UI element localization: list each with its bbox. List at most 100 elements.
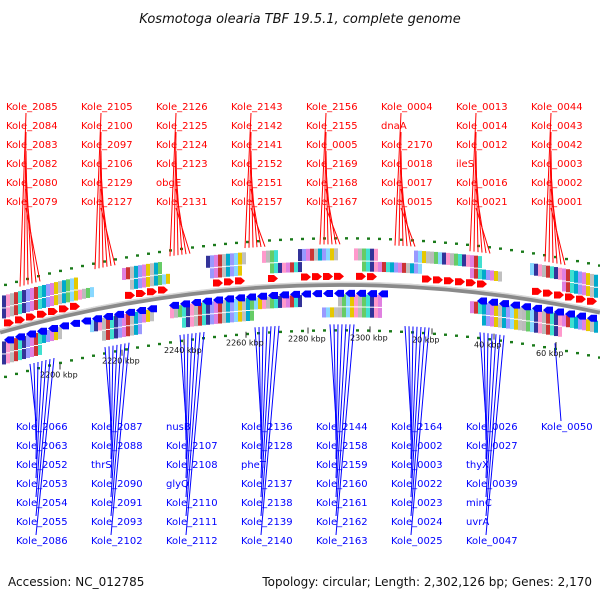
gene-label: Kole_2066	[16, 422, 68, 433]
gene-label: Kole_2162	[316, 517, 368, 528]
gene-label: Kole_2131	[156, 197, 208, 208]
gene-label: Kole_0005	[306, 140, 358, 151]
gene-label: Kole_0003	[531, 159, 583, 170]
gene-label: Kole_2163	[316, 536, 368, 547]
gene-label: Kole_2087	[91, 422, 143, 433]
gene-label: nusB	[166, 422, 191, 433]
gene-label: Kole_2136	[241, 422, 293, 433]
top-label-leaders	[19, 112, 566, 287]
scale-tick-label: 2220 kbp	[102, 357, 140, 366]
genome-title: Kosmotoga olearia TBF 19.5.1, complete g…	[139, 12, 460, 27]
gene-label: Kole_0002	[391, 441, 443, 452]
gene-label: Kole_0027	[466, 441, 518, 452]
bottom-label-leaders	[29, 324, 562, 536]
gene-label: Kole_2084	[6, 121, 58, 132]
gene-label: Kole_2138	[241, 498, 293, 509]
gene-label: Kole_2054	[16, 498, 68, 509]
gene-label: Kole_2170	[381, 140, 433, 151]
gene-label: Kole_0044	[531, 102, 583, 113]
bottom-gene-labels: Kole_2066 Kole_2063 Kole_2052 Kole_2053 Kole…	[16, 422, 593, 547]
gene-feature-blocks	[2, 248, 598, 365]
gene-label: Kole_0001	[531, 197, 583, 208]
scale-tick-label: 2280 kbp	[288, 334, 326, 343]
scale-tick-label: 2200 kbp	[40, 370, 78, 379]
ring-dotted-circles	[4, 237, 600, 379]
gene-label: Kole_0021	[456, 197, 508, 208]
gene-label: Kole_2080	[6, 178, 58, 189]
gene-label: Kole_0042	[531, 140, 583, 151]
gene-label: Kole_2088	[91, 441, 143, 452]
gene-label: dnaA	[381, 121, 407, 132]
gene-label: Kole_2091	[91, 498, 143, 509]
gene-label: Kole_2053	[16, 479, 68, 490]
gene-label: Kole_0039	[466, 479, 518, 490]
gene-label: Kole_2129	[81, 178, 133, 189]
top-gene-labels: Kole_2085 Kole_2084 Kole_2083 Kole_2082 Kole…	[6, 102, 583, 208]
gene-label: Kole_2052	[16, 460, 68, 471]
gene-label: Kole_2126	[156, 102, 208, 113]
scale-tick-label: 40 kbp	[474, 341, 502, 350]
gene-label: Kole_2079	[6, 197, 58, 208]
gene-label: Kole_2159	[316, 460, 368, 471]
gene-label: Kole_0025	[391, 536, 443, 547]
genome-backbone	[0, 281, 600, 335]
gene-label: Kole_0016	[456, 178, 508, 189]
gene-label: Kole_0023	[391, 498, 443, 509]
gene-label: Kole_2086	[16, 536, 68, 547]
gene-label: Kole_2082	[6, 159, 58, 170]
gene-label: Kole_2158	[316, 441, 368, 452]
gene-label: Kole_0022	[391, 479, 443, 490]
genome-backbone-highlight	[0, 281, 600, 331]
gene-label: Kole_0018	[381, 159, 433, 170]
gene-label: Kole_0047	[466, 536, 518, 547]
gene-label: Kole_2063	[16, 441, 68, 452]
gene-label: minC	[466, 498, 492, 509]
gene-label: pheT	[241, 460, 267, 471]
gene-arrows	[4, 272, 597, 344]
gene-label: Kole_2093	[91, 517, 143, 528]
gene-label: Kole_0026	[466, 422, 518, 433]
gene-label: Kole_2123	[156, 159, 208, 170]
gene-label: Kole_2083	[6, 140, 58, 151]
scale-tick-label: 2300 kbp	[350, 333, 388, 342]
gene-label: Kole_0002	[531, 178, 583, 189]
scale-tick-label: 2240 kbp	[164, 346, 202, 355]
gene-label: Kole_2168	[306, 178, 358, 189]
scale-ticks: 2200 kbp 2220 kbp 2240 kbp 2260 kbp 2280 kbp…	[40, 326, 564, 379]
gene-label: Kole_2124	[156, 140, 208, 151]
scale-tick-label: 20 kbp	[412, 335, 440, 344]
gene-label: Kole_2100	[81, 121, 133, 132]
gene-label: Kole_2125	[156, 121, 208, 132]
gene-label: Kole_2127	[81, 197, 133, 208]
gene-label: thrS	[91, 460, 112, 471]
gene-label: Kole_2128	[241, 441, 293, 452]
gene-label: Kole_2107	[166, 441, 218, 452]
gene-label: Kole_2155	[306, 121, 358, 132]
gene-label: Kole_2110	[166, 498, 218, 509]
gene-label: Kole_2102	[91, 536, 143, 547]
gene-label: Kole_2112	[166, 536, 218, 547]
gene-label: Kole_0013	[456, 102, 508, 113]
gene-label: Kole_2108	[166, 460, 218, 471]
gene-label: Kole_2141	[231, 140, 283, 151]
gene-label: Kole_0024	[391, 517, 443, 528]
gene-label: thyX	[466, 460, 489, 471]
gene-label: ileS	[456, 159, 474, 170]
gene-label: Kole_0003	[391, 460, 443, 471]
gene-label: Kole_2156	[306, 102, 358, 113]
gene-label: Kole_2111	[166, 517, 218, 528]
gene-label: Kole_2144	[316, 422, 368, 433]
gene-label: Kole_0015	[381, 197, 433, 208]
gene-label: Kole_2142	[231, 121, 283, 132]
gene-label: uvrA	[466, 517, 489, 528]
scale-tick-label: 2260 kbp	[226, 339, 264, 348]
gene-label: Kole_2055	[16, 517, 68, 528]
gene-label: Kole_2164	[391, 422, 443, 433]
gene-label: Kole_2097	[81, 140, 133, 151]
gene-label: Kole_2160	[316, 479, 368, 490]
gene-label: Kole_0012	[456, 140, 508, 151]
gene-label: Kole_2140	[241, 536, 293, 547]
gene-label: obgE	[156, 178, 181, 189]
gene-label: Kole_2085	[6, 102, 58, 113]
